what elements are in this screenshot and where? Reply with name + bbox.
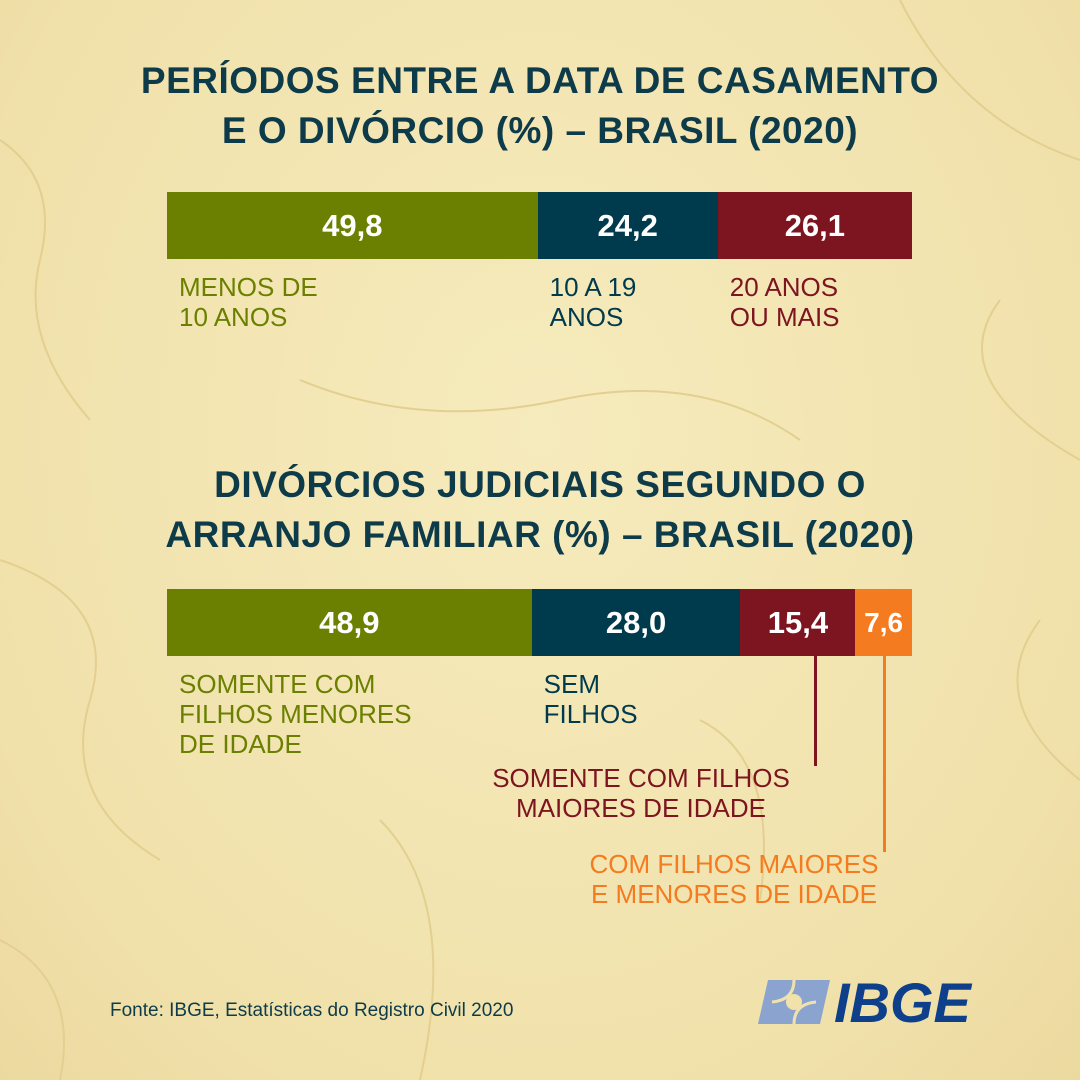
value-label: 48,9 bbox=[319, 604, 380, 640]
bar-segment: 48,9 bbox=[167, 589, 532, 656]
chart1-title: PERÍODOS ENTRE A DATA DE CASAMENTO E O D… bbox=[140, 60, 940, 151]
value-label: 26,1 bbox=[784, 207, 846, 243]
source-note: Fonte: IBGE, Estatísticas do Registro Ci… bbox=[110, 1000, 514, 1021]
leader-line bbox=[882, 656, 886, 852]
category-label: 20 ANOS OU MAIS bbox=[729, 272, 840, 332]
bar-segment: 49,8 bbox=[167, 192, 538, 259]
value-label: 28,0 bbox=[605, 604, 667, 640]
value-label: 7,6 bbox=[864, 606, 904, 638]
logo-text: IBGE bbox=[834, 972, 973, 1032]
category-label: SOMENTE COM FILHOS MAIORES DE IDADE bbox=[492, 763, 790, 823]
bar-segment: 24,2 bbox=[537, 192, 718, 259]
ibge-logo: IBGE bbox=[758, 972, 973, 1032]
category-label: MENOS DE 10 ANOS bbox=[179, 272, 318, 332]
bar-segment: 28,0 bbox=[531, 589, 741, 656]
value-label: 24,2 bbox=[597, 207, 658, 243]
value-label: 15,4 bbox=[767, 604, 829, 640]
category-label: 10 A 19 ANOS bbox=[549, 272, 637, 332]
leader-line bbox=[813, 656, 817, 766]
bar-segment: 7,6 bbox=[855, 589, 912, 656]
chart2-bar: 48,9 28,0 15,4 7,6 bbox=[167, 589, 912, 656]
chart1-bar: 49,8 24,2 26,1 bbox=[167, 192, 912, 259]
value-label: 49,8 bbox=[322, 207, 383, 243]
category-label: COM FILHOS MAIORES E MENORES DE IDADE bbox=[589, 849, 879, 909]
category-label: SOMENTE COM FILHOS MENORES DE IDADE bbox=[179, 669, 412, 759]
bar-segment: 26,1 bbox=[717, 192, 912, 259]
chart2-title: DIVÓRCIOS JUDICIAIS SEGUNDO O ARRANJO FA… bbox=[165, 464, 915, 555]
category-label: SEM FILHOS bbox=[543, 669, 638, 729]
bar-segment: 15,4 bbox=[740, 589, 856, 656]
